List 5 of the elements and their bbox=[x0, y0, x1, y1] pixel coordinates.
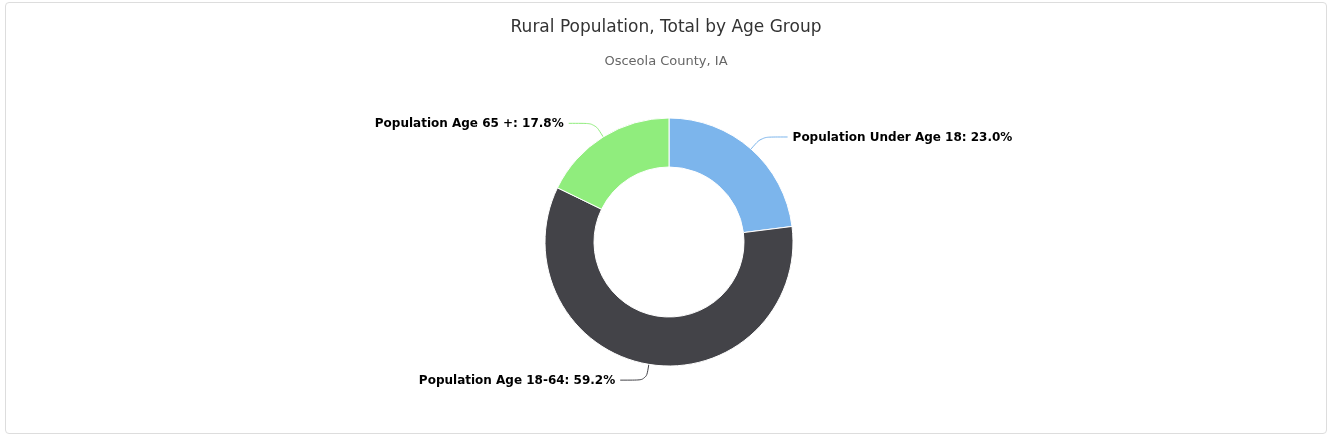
slice-label: Population Age 65 +: 17.8% bbox=[374, 116, 564, 131]
slice-label: Population Age 18-64: 59.2% bbox=[418, 373, 616, 388]
slice-label: Population Under Age 18: 23.0% bbox=[792, 129, 1013, 144]
chart-title: Rural Population, Total by Age Group bbox=[510, 15, 822, 36]
chart-subtitle: Osceola County, IA bbox=[604, 53, 728, 68]
